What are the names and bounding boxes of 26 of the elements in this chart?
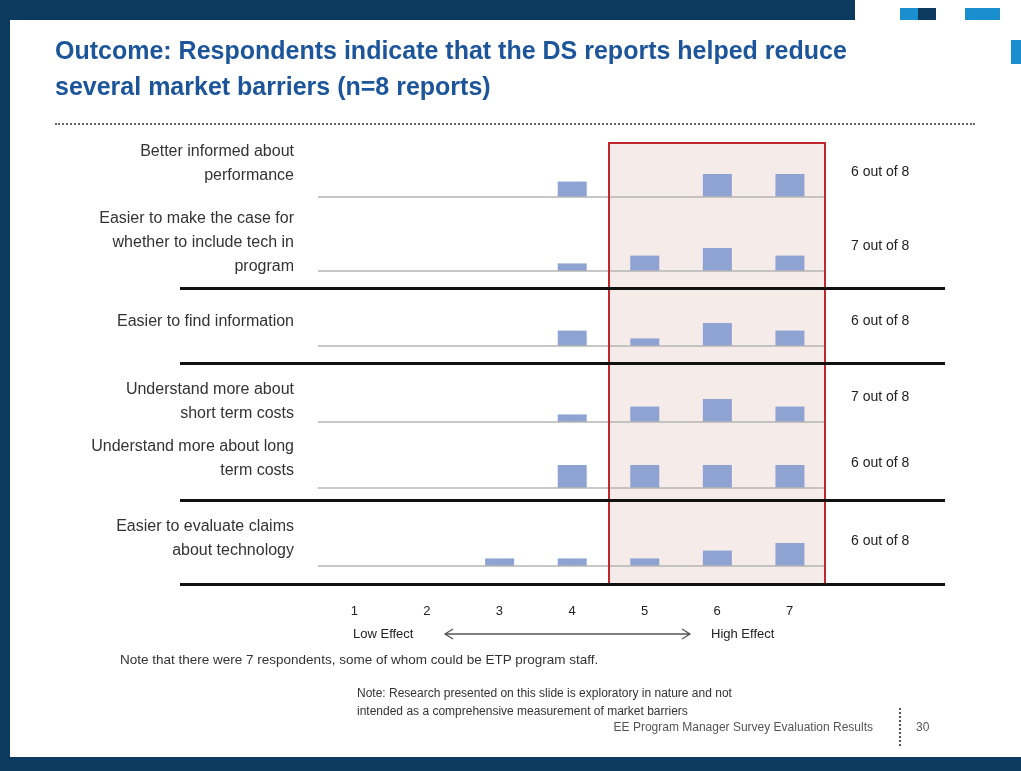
text: 6 out of 8 — [851, 532, 910, 548]
text: Low Effect — [353, 626, 414, 641]
x-tick-label: 1 — [350, 603, 358, 619]
text: EE Program Manager Survey Evaluation Results — [613, 720, 873, 734]
text: High Effect — [711, 626, 775, 641]
x-tick-label: 3 — [495, 603, 504, 619]
y-axis-title: Easier to make the case for whether to include tech in program — [98, 208, 294, 276]
text: 6 out of 8 — [851, 454, 910, 470]
text: 7 out of 8 — [851, 388, 910, 404]
text: Note: Research presented on this slide is exploratory in nature and not intended as a comprehensive measurement of market barriers — [357, 685, 733, 720]
y-axis-title: Easier to find information — [116, 311, 294, 331]
text: Note that there were 7 respondents, some of whom could be ETP program staff. — [120, 652, 599, 667]
text: 30 — [916, 720, 930, 734]
x-tick-label: 2 — [423, 603, 431, 619]
text: 6 out of 8 — [851, 312, 910, 328]
text: 6 out of 8 — [851, 163, 910, 179]
y-axis-title: Understand more about short term costs — [124, 379, 294, 423]
x-tick-label: 4 — [568, 603, 576, 619]
y-axis-title: Easier to evaluate claims about technology — [115, 516, 294, 560]
x-tick-label: 7 — [786, 603, 794, 619]
text: 7 out of 8 — [851, 237, 910, 253]
chart-title: Outcome: Respondents indicate that the DS reports helped reduce several market barriers (n=8 reports) — [55, 35, 848, 102]
y-axis-title: Understand more about long term costs — [90, 436, 294, 480]
y-axis-title: Better informed about performance — [139, 141, 294, 185]
x-tick-label: 6 — [713, 603, 721, 619]
x-tick-label: 5 — [640, 603, 649, 619]
